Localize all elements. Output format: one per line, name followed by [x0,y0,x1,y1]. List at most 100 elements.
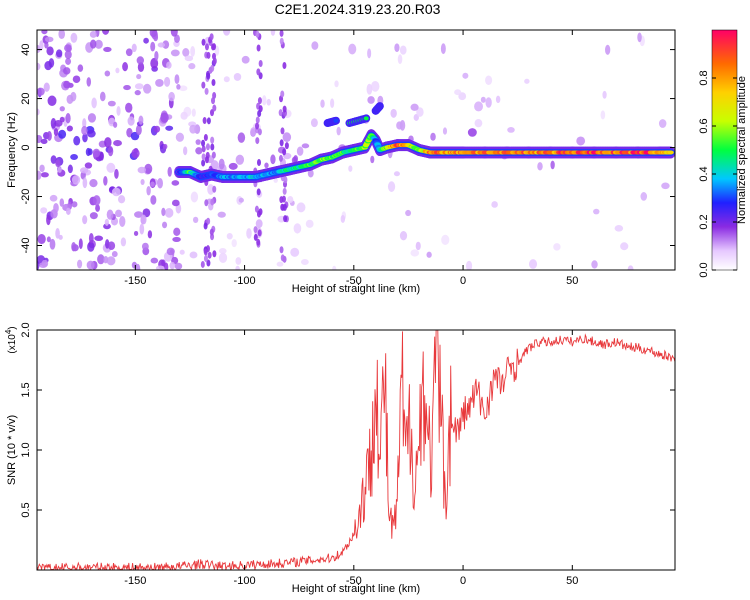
noise-speck [165,125,174,131]
noise-speck [480,96,486,103]
noise-stripe [256,68,261,76]
noise-speck [246,228,252,239]
noise-speck [393,171,400,177]
noise-speck [91,97,97,109]
noise-stripe [201,145,206,153]
chart-title: C2E1.2024.319.23.20.R03 [274,1,441,17]
noise-speck [125,102,133,113]
colorbar-tick-label: 0.2 [698,214,710,229]
noise-stripe [211,78,216,86]
noise-speck [180,111,188,120]
noise-speck [66,94,74,105]
noise-speck [474,118,483,128]
noise-stripe [256,158,261,166]
noise-speck [125,48,133,57]
noise-speck [162,40,170,49]
noise-speck [127,116,135,126]
y-tick-label: 40 [20,43,32,55]
ridge-point [667,150,674,155]
noise-stripe [201,139,206,147]
noise-speck [103,176,108,186]
noise-stripe [256,238,261,246]
noise-speck [537,162,543,171]
colorbar: 0.0 0.2 0.4 0.6 0.8 Normalized spectral ampl… [698,29,748,278]
noise-stripe [253,233,258,241]
noise-speck [37,170,42,180]
noise-speck [640,192,648,201]
noise-speck [103,223,111,230]
noise-stripe [284,142,289,150]
noise-stripe [204,87,209,95]
y-tick-label: -40 [20,238,32,254]
noise-speck [155,79,164,87]
noise-speck [147,230,153,239]
noise-speck [136,74,142,80]
noise-speck [37,87,45,96]
x-tick-label: 50 [566,575,578,587]
y-tick-label: 1.0 [20,442,32,457]
noise-speck [120,237,127,247]
noise-stripe [212,104,217,112]
noise-speck [166,61,172,69]
noise-speck [627,265,634,270]
noise-speck [46,236,51,243]
spectrogram-y-ticks: -40 -20 0 20 40 [20,43,675,253]
noise-speck [139,223,145,235]
noise-speck [405,209,412,217]
noise-speck [250,127,257,137]
noise-speck [217,211,226,218]
noise-stripe [200,260,205,268]
noise-speck [311,41,319,50]
y-tick-label: -20 [20,189,32,205]
noise-speck [39,164,45,173]
spectrogram-panel: -150 -100 -50 0 50 -40 -20 0 20 40 Height of str… [6,29,676,295]
noise-speck [160,112,169,123]
noise-speck [170,49,180,57]
noise-speck [44,41,49,49]
noise-speck [334,80,339,88]
noise-speck [134,90,141,96]
noise-speck [67,164,73,174]
noise-speck [270,30,276,36]
noise-speck [387,181,396,192]
noise-speck [37,108,40,116]
noise-stripe [201,159,206,167]
x-tick-label: -100 [234,575,256,587]
noise-speck [137,62,145,73]
noise-speck [195,147,203,155]
noise-stripe [280,90,285,98]
noise-speck [49,238,56,250]
noise-speck [164,262,169,270]
noise-speck [157,42,166,48]
noise-speck [137,166,147,174]
noise-speck [115,209,122,218]
noise-speck [370,80,380,92]
noise-stripe [280,127,285,135]
noise-speck [189,124,197,134]
noise-speck [233,73,242,81]
noise-speck [614,224,624,232]
spectral-ridge [174,102,675,183]
noise-speck [138,115,144,125]
y-tick-label: 2.0 [20,322,32,337]
noise-speck [85,147,91,157]
noise-speck [55,159,61,168]
noise-speck [367,48,372,59]
x-tick-label: -50 [346,575,362,587]
colorbar-gradient [711,29,738,271]
noise-speck [43,82,50,92]
noise-speck [454,89,462,96]
noise-stripe [212,250,217,258]
noise-speck [172,236,181,242]
feature-point [333,118,339,123]
noise-stripe [253,226,258,234]
noise-speck [41,30,48,35]
noise-speck [82,215,88,225]
noise-speck [467,128,477,137]
noise-speck [87,113,97,123]
noise-speck [150,181,155,187]
noise-speck [77,64,84,72]
noise-speck [107,241,116,251]
noise-speck [107,145,114,157]
spectrogram-y-label: Frequency (Hz) [6,112,18,188]
